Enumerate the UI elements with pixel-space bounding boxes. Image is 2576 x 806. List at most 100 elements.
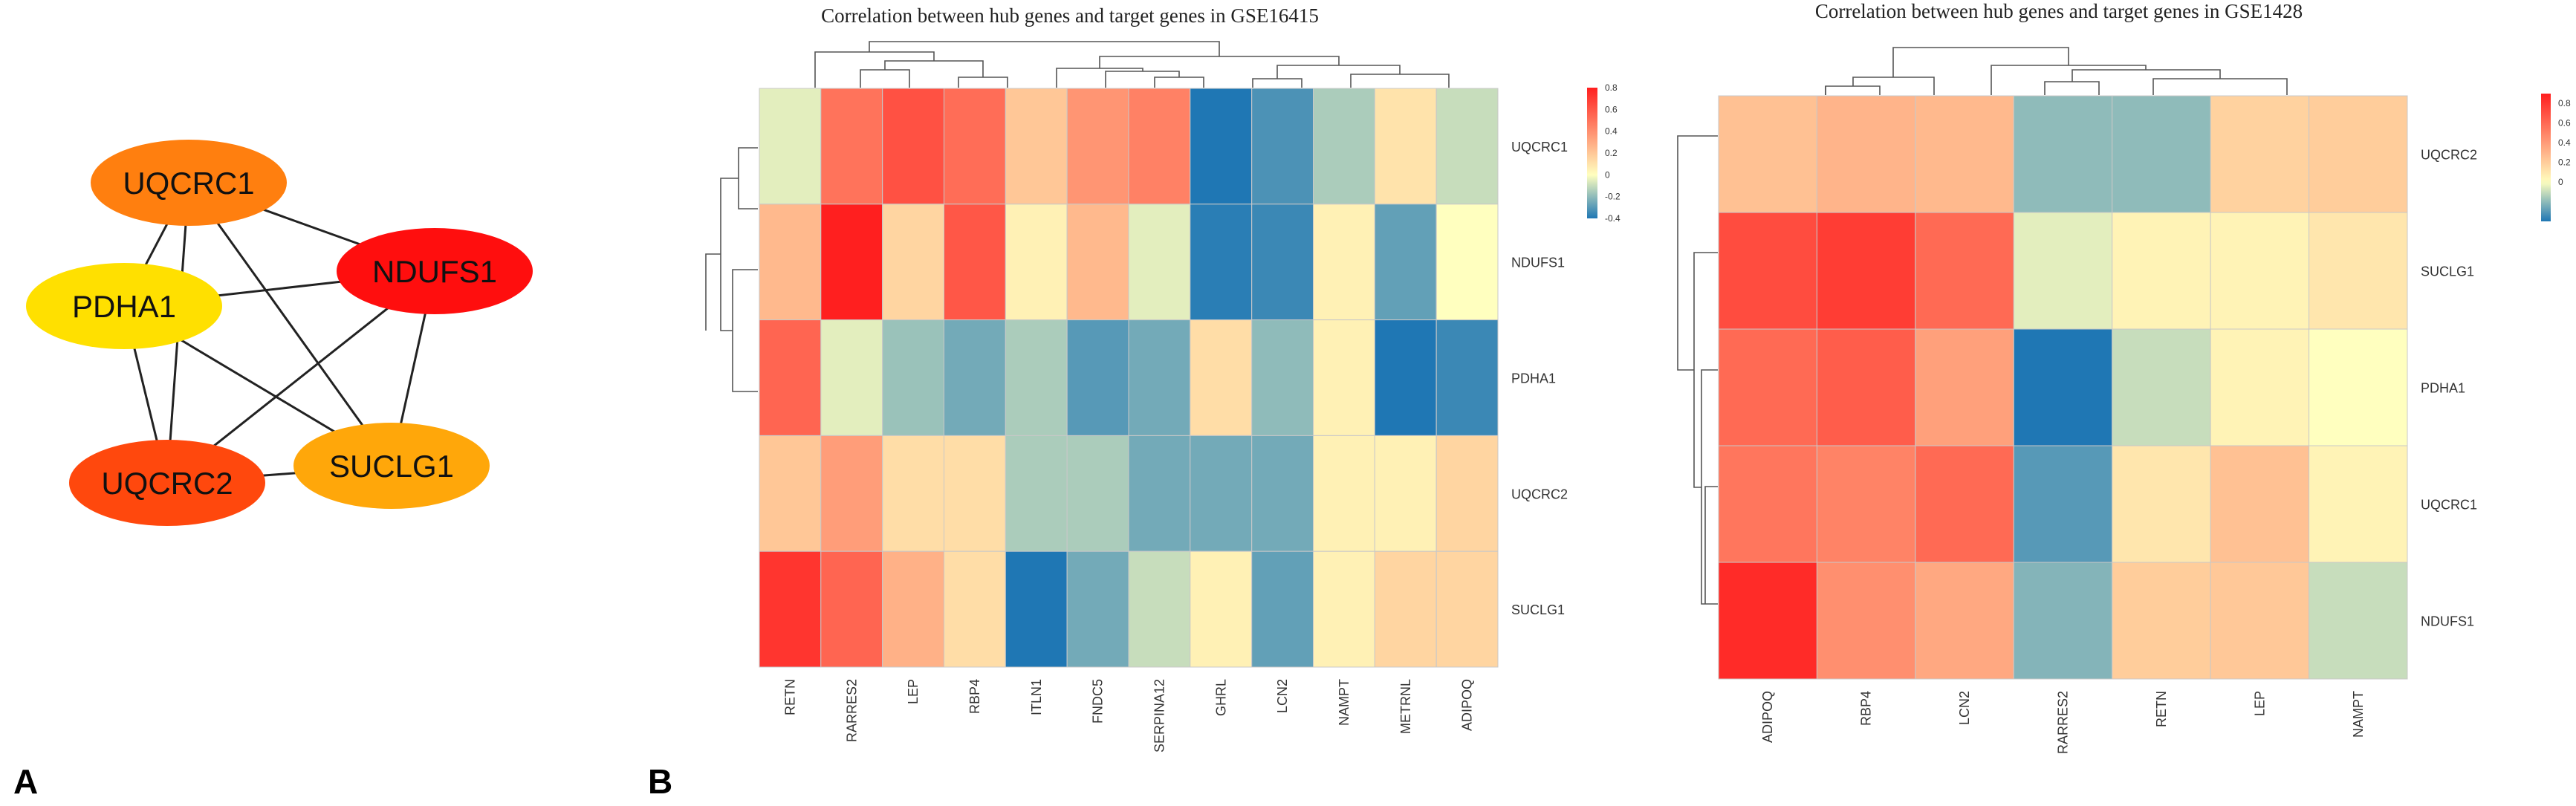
cell-uqcrc1-lcn2 [1915,445,2014,563]
cell-suclg1-retn [759,550,822,668]
heatmap-gse1428-color-legend: 0.8 0.6 0.4 0.2 0 [2541,94,2571,221]
row-label-suclg1: SUCLG1 [1511,602,1565,617]
cell-uqcrc2-itln1 [1005,435,1068,552]
cell-suclg1-fndc5 [1066,550,1129,668]
panel-label-b: B [648,762,672,801]
cell-suclg1-rarres2 [820,550,883,668]
column-label-rbp4: RBP4 [967,679,982,714]
cell-uqcrc1-retn [2112,445,2211,563]
hm1-legend-tick: 0.2 [1605,148,1618,158]
cell-uqcrc1-rarres2 [2013,445,2113,563]
node-ndufs1[interactable]: NDUFS1 [337,228,533,314]
cell-ndufs1-rarres2 [820,204,883,321]
cell-pdha1-retn [759,319,822,436]
cell-suclg1-nampt [1313,550,1375,668]
heatmap-gse1428-title: Correlation between hub genes and target… [1815,0,2303,22]
node-pdha1-label: PDHA1 [72,289,176,324]
cell-uqcrc1-rbp4 [944,88,1006,205]
cell-uqcrc2-retn [759,435,822,552]
cell-uqcrc1-fndc5 [1066,88,1129,205]
heatmap-gse16415-dendrograms [705,41,1450,392]
node-uqcrc2-ellipse [69,440,265,526]
cell-pdha1-lcn2 [1915,328,2014,446]
node-uqcrc1[interactable]: UQCRC1 [91,140,287,226]
node-ndufs1-label: NDUFS1 [372,254,497,289]
hm1-legend-tick: 0 [1605,169,1610,180]
cell-pdha1-metrnl [1374,319,1437,436]
hm1-legend-tick: -0.4 [1605,213,1620,224]
heatmap-gse1428-row-labels: UQCRC2 SUCLG1 PDHA1 UQCRC1 NDUFS1 [2421,148,2477,629]
cell-uqcrc2-rarres2 [820,435,883,552]
cell-suclg1-itln1 [1005,550,1068,668]
cell-ndufs1-nampt [1313,204,1375,321]
hm1-legend-tick: -0.2 [1605,192,1620,202]
cell-suclg1-serpina12 [1128,550,1191,668]
cell-pdha1-retn [2112,328,2211,446]
cell-ndufs1-serpina12 [1128,204,1191,321]
row-label-uqcrc2: UQCRC2 [1511,487,1568,501]
cell-pdha1-nampt [1313,319,1375,436]
cell-pdha1-adipoq [1718,328,1817,446]
cell-uqcrc1-rbp4 [1816,445,1916,563]
row-label-pdha1: PDHA1 [2421,381,2465,396]
node-uqcrc1-ellipse [91,140,287,226]
node-suclg1-ellipse [293,423,490,509]
cell-uqcrc1-retn [759,88,822,205]
cell-suclg1-lep [882,550,944,668]
column-label-fndc5: FNDC5 [1091,679,1106,724]
heatmap-gse16415-row-labels: UQCRC1 NDUFS1 PDHA1 UQCRC2 SUCLG1 [1511,140,1568,617]
cell-uqcrc1-nampt [1313,88,1375,205]
ppi-network: UQCRC1 NDUFS1 PDHA1 UQCRC2 SUCLG1 [26,140,533,526]
cell-suclg1-lcn2 [1915,212,2014,330]
cell-pdha1-rarres2 [2013,328,2113,446]
cell-ndufs1-ghrl [1190,204,1253,321]
column-label-retn: RETN [782,679,797,715]
node-uqcrc2-label: UQCRC2 [101,466,233,501]
node-suclg1-label: SUCLG1 [329,449,454,484]
cell-pdha1-lcn2 [1251,319,1314,436]
node-pdha1[interactable]: PDHA1 [26,263,222,349]
cell-pdha1-ghrl [1190,319,1253,436]
cell-uqcrc1-lep [882,88,944,205]
row-label-suclg1: SUCLG1 [2421,264,2474,279]
column-label-ghrl: GHRL [1213,679,1228,716]
column-label-lep: LEP [2252,691,2267,716]
cell-ndufs1-metrnl [1374,204,1437,321]
hm2-legend-bar [2541,94,2551,221]
hm2-legend-tick: 0 [2558,177,2563,187]
cell-pdha1-rbp4 [1816,328,1916,446]
cell-suclg1-rbp4 [944,550,1006,668]
column-label-adipoq: ADIPOQ [1460,679,1475,731]
row-label-uqcrc1: UQCRC1 [1511,140,1568,155]
node-suclg1[interactable]: SUCLG1 [293,423,490,509]
cell-pdha1-lep [882,319,944,436]
panel-label-a: A [13,762,38,801]
column-label-rarres2: RARRES2 [2056,691,2071,754]
column-label-serpina12: SERPINA12 [1152,679,1167,753]
row-label-ndufs1: NDUFS1 [2421,614,2474,629]
cell-pdha1-serpina12 [1128,319,1191,436]
hm1-legend-bar [1587,88,1597,218]
row-label-uqcrc2: UQCRC2 [2421,148,2477,163]
node-uqcrc2[interactable]: UQCRC2 [69,440,265,526]
cell-ndufs1-rbp4 [1816,562,1916,680]
cell-uqcrc2-lep [2210,95,2310,213]
cell-ndufs1-lep [2210,562,2310,680]
hm2-legend-tick: 0.6 [2558,118,2571,129]
cell-uqcrc1-lep [2210,445,2310,563]
node-uqcrc1-label: UQCRC1 [123,166,254,201]
cell-suclg1-adipoq [1435,550,1499,668]
heatmap-gse16415-cells [759,88,1499,668]
column-label-rarres2: RARRES2 [844,679,859,742]
heatmap-gse16415-color-legend: 0.8 0.6 0.4 0.2 0 -0.2 -0.4 [1587,82,1620,224]
column-label-nampt: NAMPT [2351,691,2366,738]
cell-uqcrc1-metrnl [1374,88,1437,205]
cell-uqcrc1-itln1 [1005,88,1068,205]
cell-ndufs1-adipoq [1435,204,1499,321]
cell-suclg1-metrnl [1374,550,1437,668]
cell-uqcrc1-adipoq [1435,88,1499,205]
cell-suclg1-adipoq [1718,212,1817,330]
hm2-legend-tick: 0.8 [2558,98,2571,108]
hm2-legend-tick: 0.2 [2558,157,2571,168]
edge-uqcrc1-suclg1 [187,182,393,467]
